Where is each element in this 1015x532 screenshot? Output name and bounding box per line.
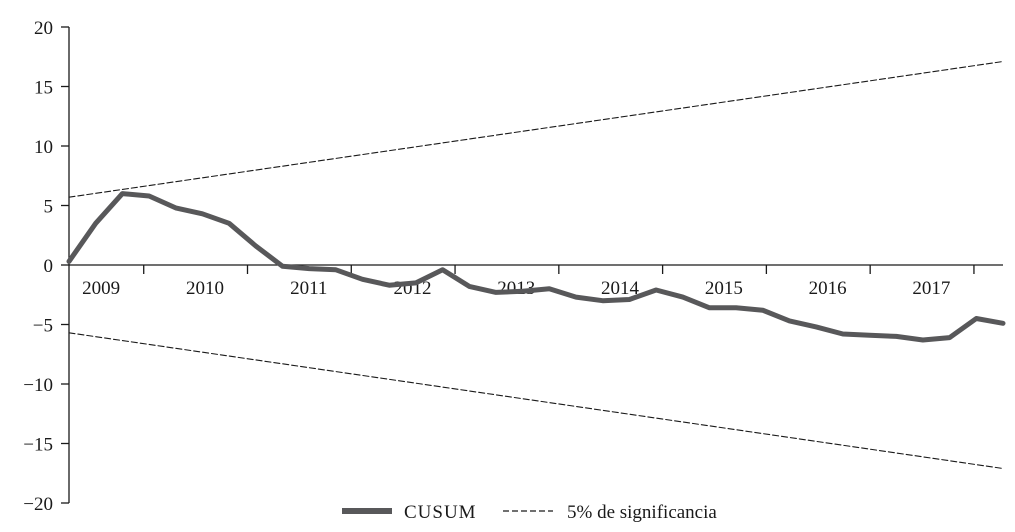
x-tick-label: 2016 — [809, 278, 847, 299]
x-tick-label: 2015 — [705, 278, 743, 299]
y-tick-label: 0 — [44, 256, 54, 277]
y-tick-label: −5 — [33, 316, 53, 337]
y-tick-label: 10 — [34, 137, 53, 158]
y-axis: 20 15 10 5 0 −5 −10 −15 −20 — [23, 18, 70, 515]
y-tick-label: −15 — [23, 435, 53, 456]
y-tick-label: −20 — [23, 494, 53, 515]
legend-cusum-label: CUSUM — [404, 502, 477, 523]
x-tick-label: 2009 — [82, 278, 120, 299]
y-tick-label: 20 — [34, 18, 53, 39]
upper-significance-line — [68, 60, 1004, 198]
series-layer — [66, 60, 1006, 470]
y-tick-label: 5 — [44, 197, 54, 218]
x-tick-label: 2011 — [290, 278, 327, 299]
y-tick-label: 15 — [34, 78, 53, 99]
x-axis: 2009 2010 2011 2012 2013 2014 2015 2016 2017 — [69, 264, 1003, 299]
lower-significance-line — [68, 332, 1004, 470]
legend-band-label: 5% de significancia — [567, 502, 717, 523]
x-tick-label: 2014 — [601, 278, 640, 299]
legend: CUSUM 5% de significancia — [342, 502, 717, 523]
x-tick-label: 2017 — [912, 278, 950, 299]
x-tick-label: 2010 — [186, 278, 224, 299]
cusum-line — [66, 191, 1006, 343]
y-tick-label: −10 — [23, 375, 53, 396]
